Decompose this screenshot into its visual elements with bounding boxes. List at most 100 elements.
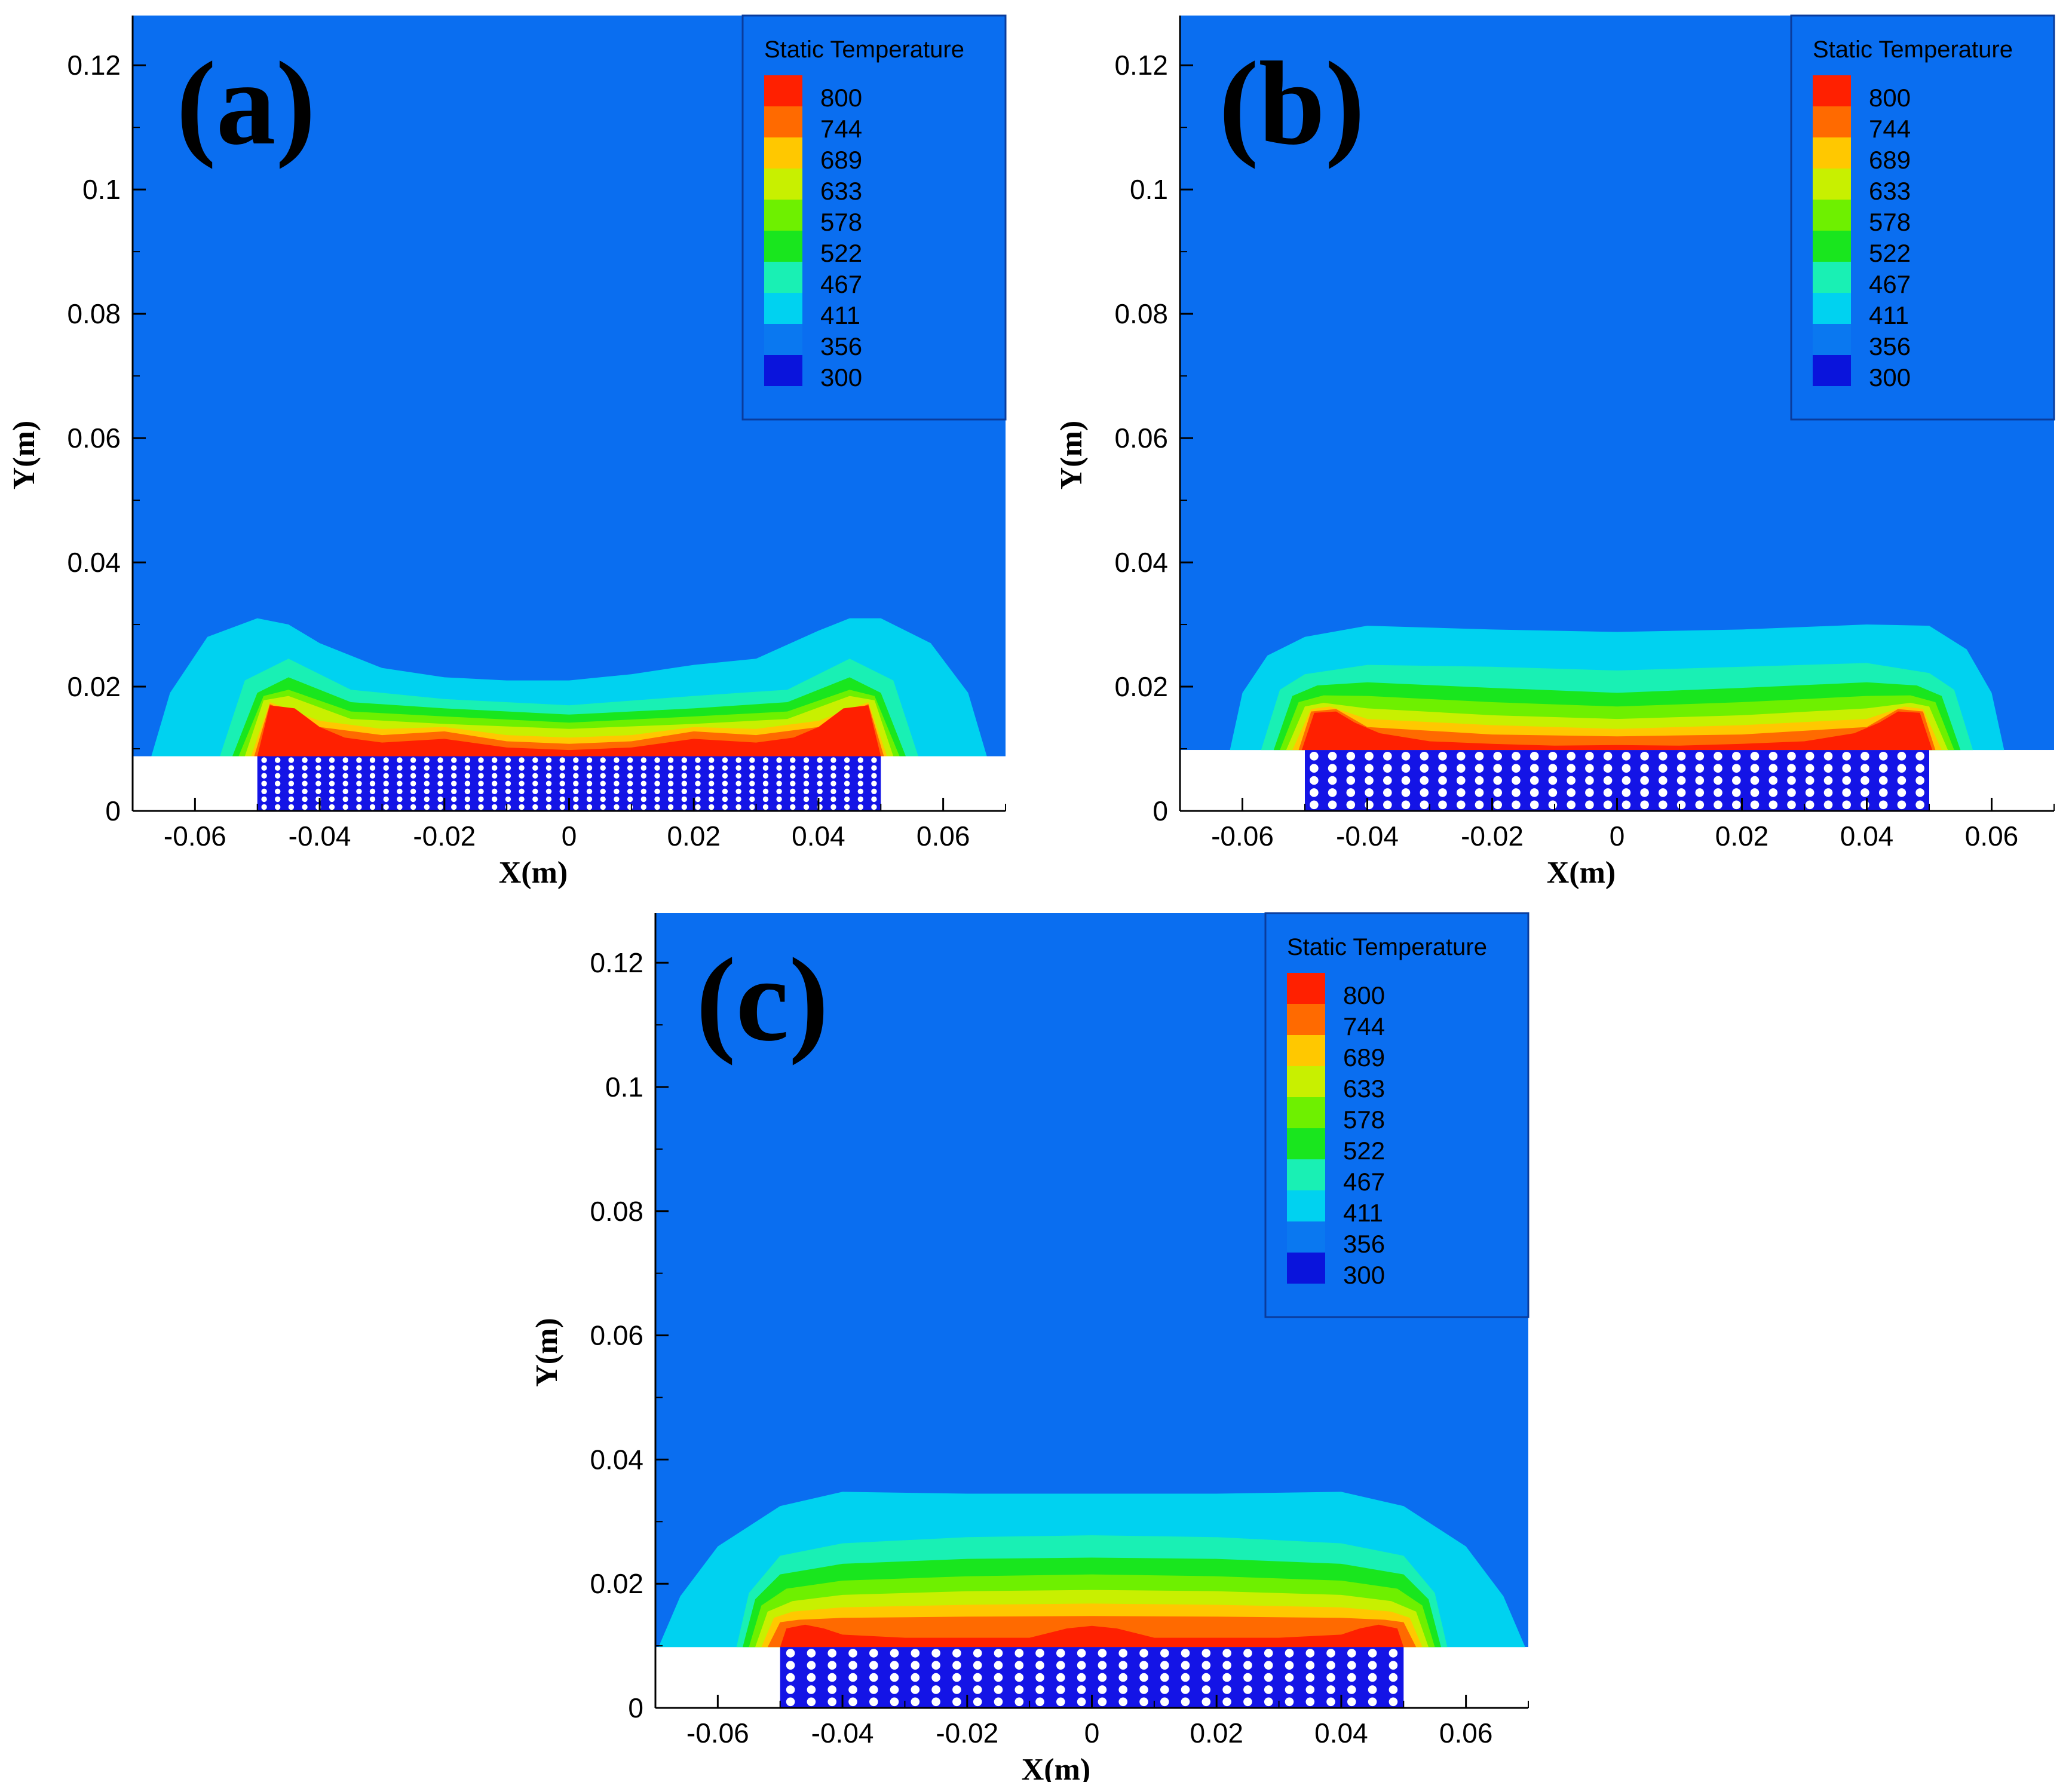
legend-swatch [1813,106,1851,137]
bed-particle [1139,1685,1148,1694]
bed-particle [559,773,565,779]
bed-particle [451,757,457,763]
legend-swatch [764,106,802,137]
bed-particle [1383,800,1392,810]
bed-particle [1732,752,1741,761]
legend-swatch [1287,973,1325,1004]
bed-particle [1768,764,1778,773]
bed-particle [1098,1685,1107,1694]
bed-particle [827,1685,836,1694]
legend-swatch [1287,1221,1325,1253]
bed-particle [790,757,796,763]
panel-label: (b) [1219,38,1365,170]
bed-particle [464,796,471,803]
bed-particle [1264,1673,1273,1682]
bed-particle [342,765,348,771]
bed-particle [857,796,864,803]
bed-particle [1823,752,1833,761]
bed-particle [1659,764,1668,773]
bed-particle [722,788,728,795]
bed-particle [654,757,660,763]
bed-particle [532,765,538,771]
bed-particle [807,1685,816,1694]
bed-particle [1603,764,1613,773]
bed-particle [749,757,755,763]
bed-particle [1098,1673,1107,1682]
bed-particle [1493,788,1502,797]
bed-particle [1750,764,1760,773]
bed-particle [519,788,525,795]
bed-particle [627,757,633,763]
bed-particle [315,788,321,795]
bed-particle [695,788,701,795]
legend-swatch [764,324,802,355]
bed-particle [573,804,579,810]
legend-value: 467 [820,270,862,298]
bed-particle [735,765,741,771]
bed-particle [315,773,321,779]
bed-particle [1243,1673,1252,1682]
bed-particle [1365,764,1374,773]
bed-particle [1457,800,1466,810]
bed-particle [790,804,796,810]
bed-particle [1243,1685,1252,1694]
legend-swatch [1813,293,1851,324]
bed-particle [1457,788,1466,797]
bed-particle [369,780,376,786]
legend: Static Temperature 800 744 689 633 578 522 467 4… [741,14,1007,421]
bed-particle [275,788,281,795]
bed-particle [1222,1661,1231,1670]
bed-particle [545,773,552,779]
bed-particle [600,757,606,763]
bed-particle [1389,1649,1398,1658]
legend-swatch [1287,1190,1325,1221]
bed-particle [857,804,864,810]
bed-particle [1365,752,1374,761]
bed-particle [1389,1685,1398,1694]
bed-particle [890,1673,899,1682]
bed-particle [1823,800,1833,810]
bed-particle [695,796,701,803]
bed-particle [315,757,321,763]
bed-particle [994,1673,1003,1682]
bed-particle [1160,1673,1169,1682]
bed-particle [1640,800,1649,810]
bed-particle [681,773,688,779]
bed-particle [1401,776,1411,785]
bed-particle [1326,1673,1335,1682]
bed-particle [1585,764,1594,773]
bed-particle [627,765,633,771]
bed-particle [1035,1649,1044,1658]
bed-particle [1603,752,1613,761]
x-tick-label: -0.06 [164,820,226,852]
bed-particle [722,773,728,779]
bed-particle [1201,1661,1211,1670]
bed-particle [1222,1673,1231,1682]
bed-particle [1368,1673,1377,1682]
bed-particle [586,773,593,779]
bed-particle [342,780,348,786]
legend-value: 633 [820,177,862,205]
bed-particle [288,773,295,779]
x-tick-label: -0.06 [686,1717,749,1749]
bed-particle [1222,1649,1231,1658]
bed-particle [749,773,755,779]
bed-particle [1750,800,1760,810]
bed-particle [1347,1649,1356,1658]
bed-particle [1567,800,1576,810]
bed-particle [1401,764,1411,773]
y-axis-title: Y(m) [7,421,41,490]
bed-particle [762,773,769,779]
bed-particle [369,757,376,763]
x-tick-label: -0.02 [936,1717,998,1749]
bed-particle [478,796,484,803]
bed-particle [871,765,877,771]
bed-particle [1420,800,1429,810]
bed-particle [1842,788,1851,797]
legend-value: 744 [1343,1012,1385,1040]
bed-particle [786,1697,795,1707]
bed-particle [1512,800,1521,810]
bed-particle [1310,776,1319,785]
bed-particle [1438,788,1447,797]
bed-particle [329,804,335,810]
